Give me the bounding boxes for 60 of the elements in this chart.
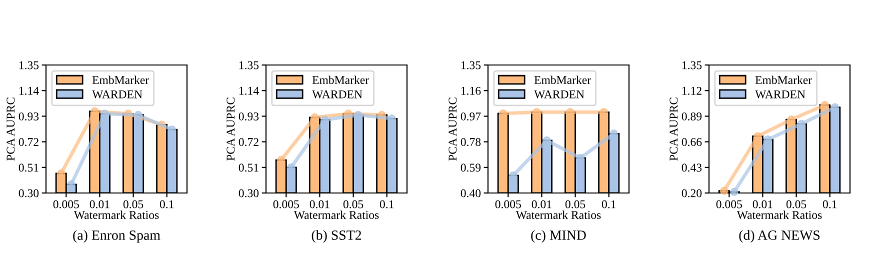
y-tick-label: 0.93 xyxy=(18,112,39,120)
x-tick-label: 0.1 xyxy=(602,200,616,208)
legend-label: EmbMarker xyxy=(92,76,149,84)
text: (a) Enron Spam xyxy=(73,230,160,243)
y-tick-label: 1.35 xyxy=(19,61,39,70)
y-tick-label: 0.30 xyxy=(238,189,259,198)
y-tick-label: 0.51 xyxy=(18,164,38,172)
y-axis-title: PCA AUPRC xyxy=(670,98,678,161)
y-tick-label: 0.89 xyxy=(682,112,702,120)
y-tick-label: 1.14 xyxy=(19,86,39,95)
x-tick-label: 0.005 xyxy=(53,200,79,208)
y-tick-label: 1.35 xyxy=(461,61,481,70)
x-tick-label: 0.005 xyxy=(716,200,742,208)
x-tick-label: 0.01 xyxy=(532,200,552,208)
x-axis-title: Watermark Ratios xyxy=(74,210,159,220)
y-tick-label: 0.97 xyxy=(460,112,481,120)
y-tick-label: 1.14 xyxy=(239,86,259,95)
y-tick-label: 0.59 xyxy=(460,164,481,172)
y-axis-title: PCA AUPRC xyxy=(226,98,235,161)
legend-label: WARDEN xyxy=(312,90,362,98)
x-tick-label: 0.01 xyxy=(310,200,330,208)
y-tick-label: 0.72 xyxy=(238,138,258,146)
legend-label: EmbMarker xyxy=(755,76,812,84)
legend-label: WARDEN xyxy=(755,90,806,98)
legend-label: EmbMarker xyxy=(534,76,591,84)
x-axis-title: Watermark Ratios xyxy=(294,210,379,220)
legend-label: WARDEN xyxy=(534,90,584,98)
text: (d) AG NEWS xyxy=(739,230,820,243)
y-tick-label: 0.66 xyxy=(682,138,702,146)
y-tick-label: 0.93 xyxy=(238,112,259,120)
legend-label: EmbMarker xyxy=(312,76,369,84)
y-tick-label: 0.43 xyxy=(682,164,702,172)
y-tick-label: 1.12 xyxy=(682,86,702,95)
x-tick-label: 0.01 xyxy=(90,200,110,208)
y-axis-title: PCA AUPRC xyxy=(6,98,15,161)
y-tick-label: 1.35 xyxy=(239,61,259,70)
x-tick-label: 0.05 xyxy=(786,200,806,208)
y-tick-label: 0.78 xyxy=(460,138,481,146)
x-tick-label: 0.05 xyxy=(343,200,364,208)
x-tick-label: 0.1 xyxy=(160,200,174,208)
x-tick-label: 0.1 xyxy=(822,200,837,208)
y-axis-title: PCA AUPRC xyxy=(448,98,457,161)
x-axis-title: Watermark Ratios xyxy=(736,210,822,220)
x-tick-label: 0.05 xyxy=(123,200,144,208)
y-tick-label: 0.51 xyxy=(238,164,258,172)
y-tick-label: 1.35 xyxy=(682,61,702,70)
text: (c) MIND xyxy=(531,230,586,243)
y-tick-label: 0.30 xyxy=(18,189,39,198)
x-tick-label: 0.01 xyxy=(752,200,772,208)
x-tick-label: 0.005 xyxy=(273,200,299,208)
x-tick-label: 0.1 xyxy=(380,200,394,208)
x-axis-title: Watermark Ratios xyxy=(516,210,601,220)
x-tick-label: 0.05 xyxy=(565,200,586,208)
x-tick-label: 0.005 xyxy=(495,200,521,208)
legend-label: WARDEN xyxy=(92,90,142,98)
text: (b) SST2 xyxy=(312,230,362,243)
y-tick-label: 0.20 xyxy=(682,189,702,198)
y-tick-label: 0.72 xyxy=(18,138,38,146)
y-tick-label: 1.16 xyxy=(461,86,481,95)
y-tick-label: 0.40 xyxy=(460,189,481,198)
